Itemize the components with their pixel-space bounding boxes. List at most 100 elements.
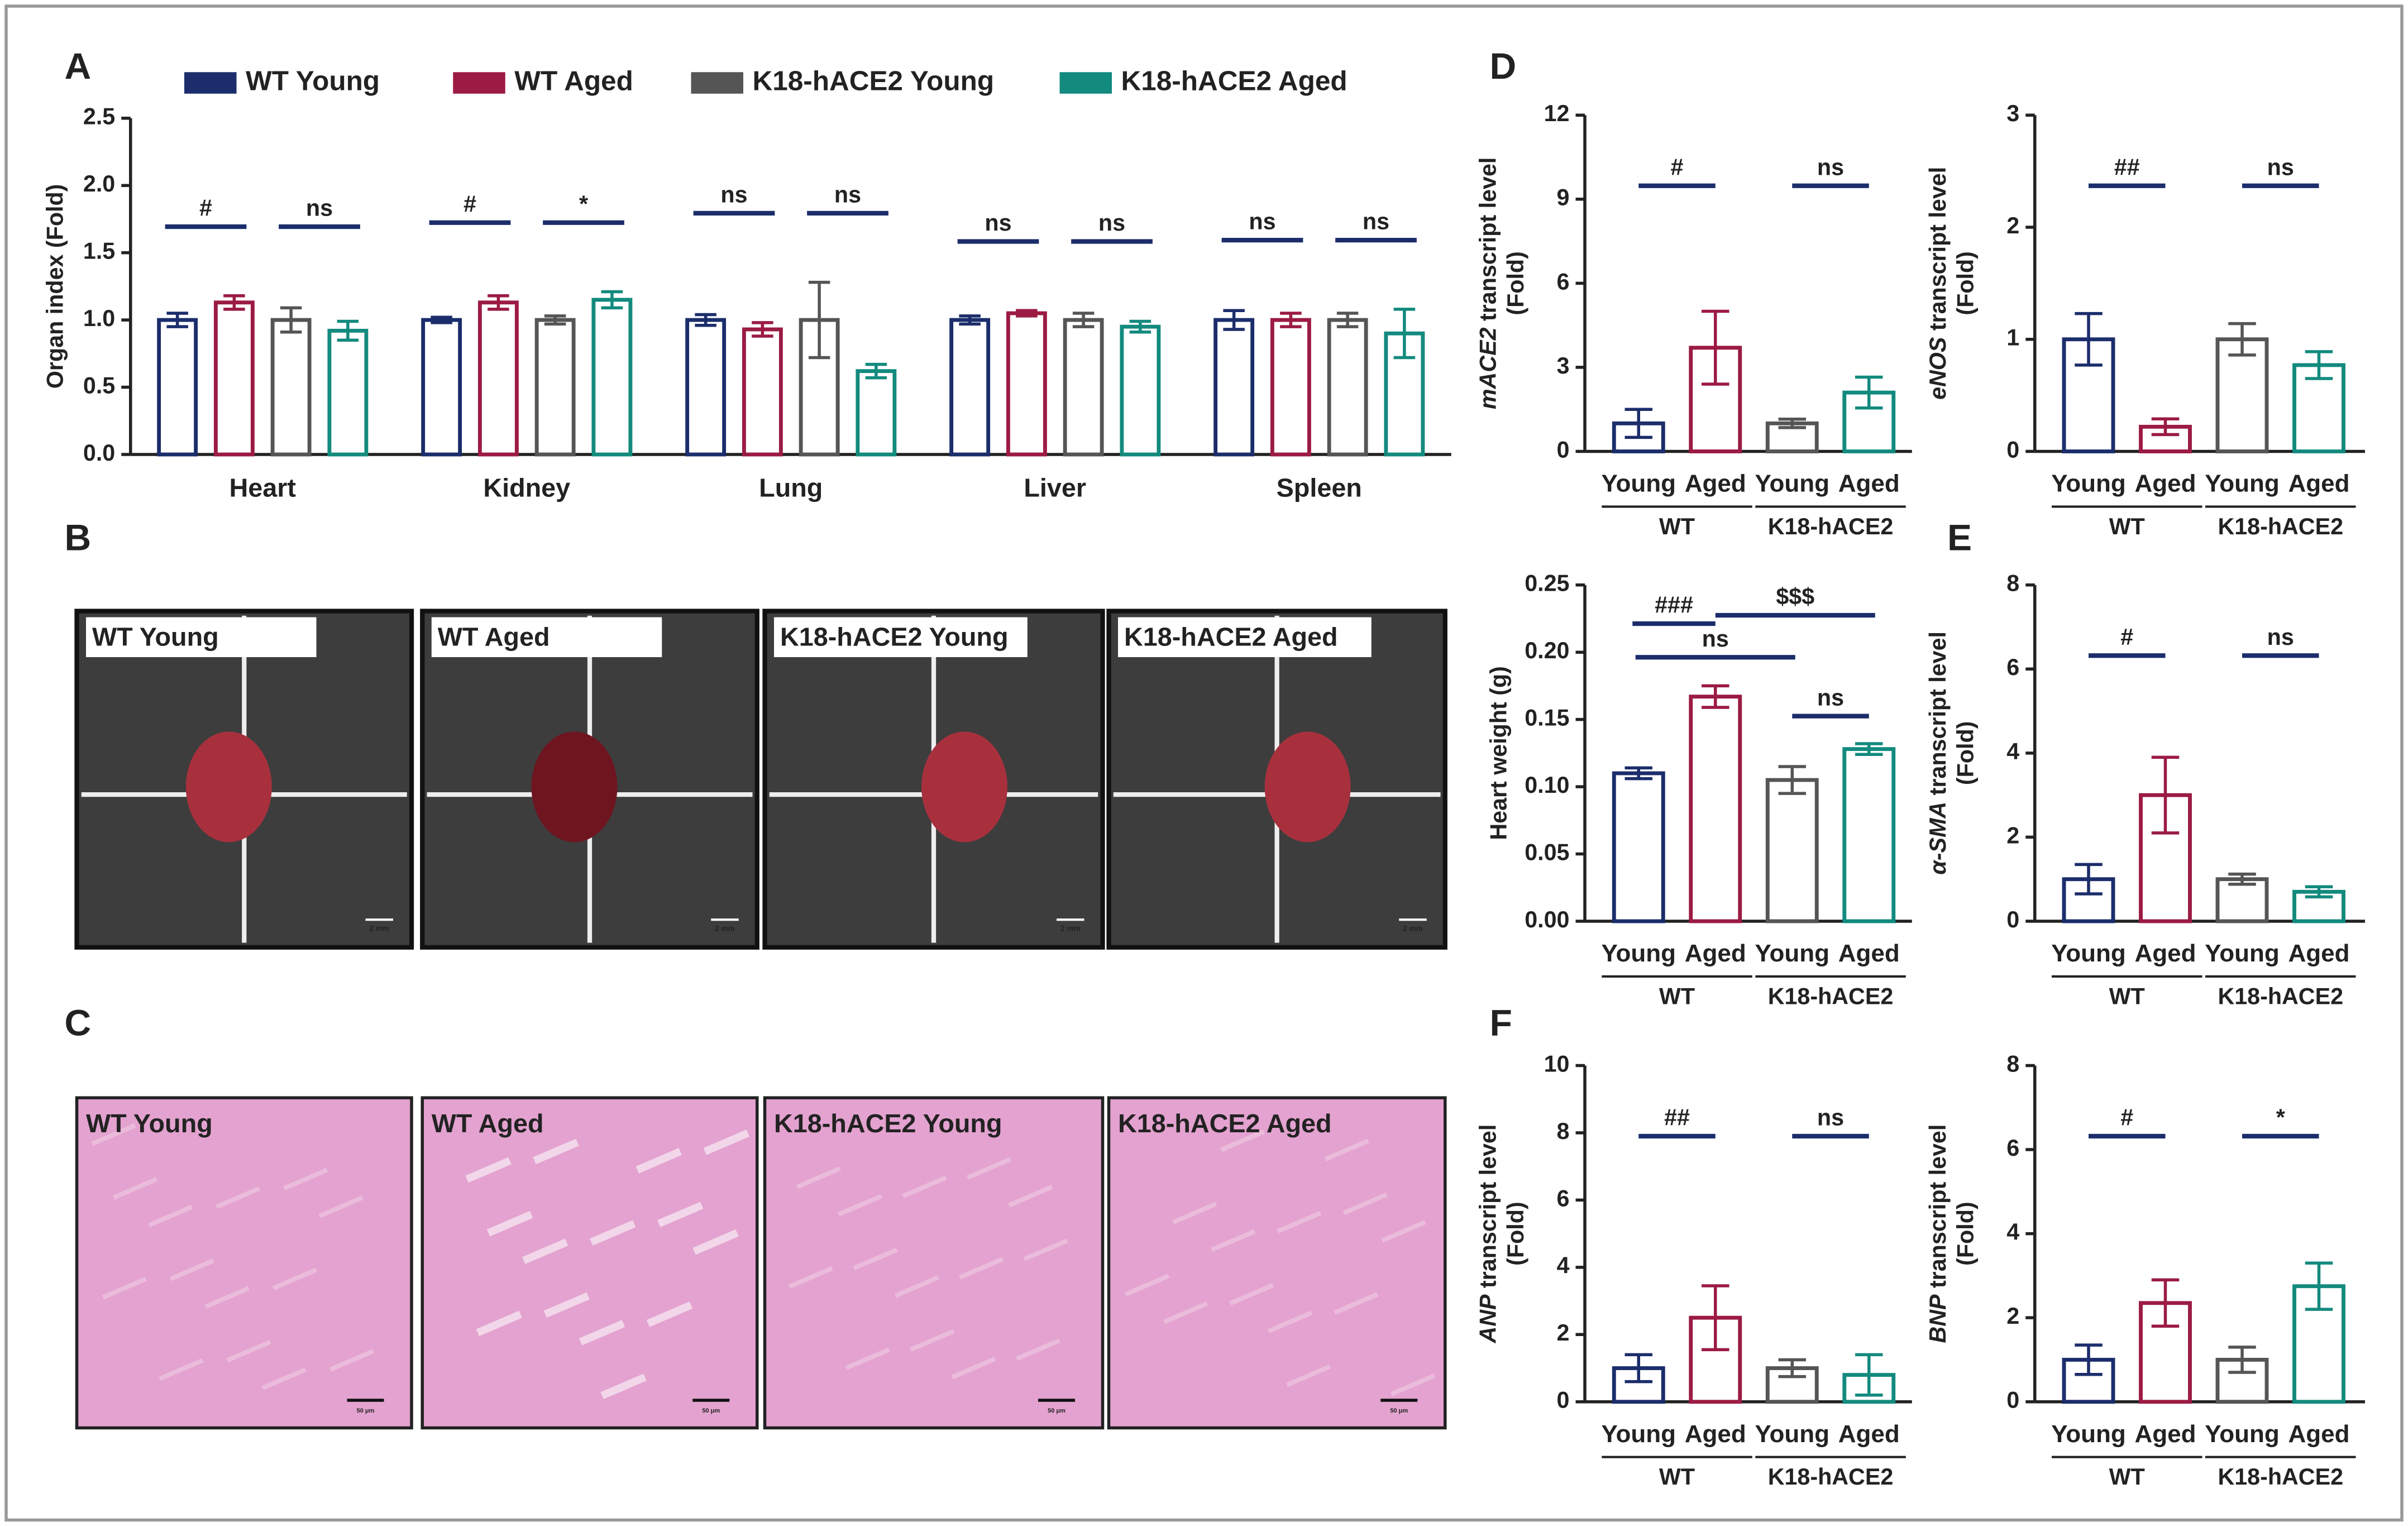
bar: [213, 300, 255, 457]
group-label: WT: [2109, 514, 2145, 539]
x-tick-label: Young: [1601, 470, 1676, 497]
y-tick-label: 0: [2006, 1387, 2019, 1413]
significance-label: ns: [306, 195, 333, 221]
scale-bar-label: 50 μm: [357, 1408, 375, 1414]
tissue-streak: [543, 1292, 590, 1318]
legend-swatch: [1059, 72, 1112, 94]
tissue-streak: [796, 1166, 841, 1189]
bar: [1842, 747, 1896, 923]
tissue-streak: [951, 1356, 996, 1380]
x-tick-label: Aged: [2288, 470, 2350, 497]
bar: [421, 318, 462, 457]
tissue-streak: [216, 1186, 261, 1209]
x-tick-label: Aged: [2288, 940, 2350, 967]
bar: [1213, 318, 1255, 457]
y-tick-label: 2: [1557, 1320, 1570, 1346]
y-axis-gene: mACE2: [1475, 327, 1501, 409]
legend-swatch: [184, 72, 237, 94]
tissue-streak: [845, 1347, 890, 1371]
tissue-streak: [522, 1238, 568, 1265]
heart-image: [1264, 731, 1351, 843]
heart-image: [185, 731, 272, 843]
tissue-streak: [1023, 1238, 1068, 1261]
y-axis-text: transcript level: [1475, 157, 1501, 328]
photo-label: K18-hACE2 Young: [780, 622, 1009, 651]
significance-label: ##: [1664, 1105, 1690, 1131]
y-axis-label: ANP transcript level: [1475, 1124, 1501, 1344]
y-tick-label: 6: [1557, 269, 1570, 294]
group-label: K18-hACE2: [2218, 983, 2343, 1009]
group-label: K18-hACE2: [2218, 1464, 2343, 1490]
group-label: WT: [1659, 514, 1695, 539]
significance-label: ns: [2267, 154, 2294, 180]
tissue-streak: [837, 1194, 883, 1217]
tissue-streak: [91, 1123, 136, 1146]
significance-label: *: [579, 191, 588, 217]
x-tick-label: Aged: [2135, 1420, 2196, 1448]
x-tick-label: Young: [2205, 1420, 2280, 1448]
scale-bar-label: 2 mm: [1060, 924, 1081, 932]
x-tick-label: Spleen: [1277, 473, 1362, 502]
histology-image: [75, 1096, 413, 1430]
y-axis-label: eNOS transcript level: [1925, 167, 1951, 400]
y-axis-text: transcript level: [1925, 631, 1951, 802]
y-tick-label: 12: [1544, 100, 1570, 126]
bar: [1270, 318, 1311, 457]
y-axis-text: transcript level: [1475, 1124, 1501, 1295]
photo-label: WT Aged: [432, 1109, 544, 1138]
y-axis-label: (Fold): [1953, 251, 1979, 315]
legend-label: K18-hACE2 Aged: [1121, 66, 1348, 97]
bar: [534, 318, 576, 457]
significance-label: ##: [2114, 154, 2140, 180]
tissue-streak: [1211, 1229, 1256, 1252]
significance-label: ns: [1817, 1105, 1844, 1131]
tissue-streak: [579, 1320, 625, 1346]
y-tick-label: 8: [1557, 1118, 1570, 1144]
legend-label: K18-hACE2 Young: [753, 66, 995, 97]
tissue-streak: [1390, 1373, 1436, 1396]
tissue-streak: [703, 1129, 749, 1155]
bar: [270, 318, 312, 457]
x-tick-label: Young: [2051, 940, 2126, 967]
y-axis-gene: ANP: [1475, 1294, 1501, 1344]
scale-bar-label: 50 μm: [1048, 1408, 1066, 1414]
photo-label-bg: [86, 617, 317, 657]
group-label: K18-hACE2: [1768, 1464, 1894, 1490]
y-tick-label: 0.15: [1525, 705, 1569, 731]
y-tick-label: 3: [2006, 100, 2019, 126]
histology-image: [1107, 1096, 1447, 1430]
y-tick-label: 4: [2006, 739, 2019, 764]
y-axis-label: Heart weight (g): [1486, 666, 1512, 840]
y-tick-label: 2: [2006, 213, 2019, 238]
tissue-streak: [853, 1247, 898, 1271]
x-tick-label: Kidney: [483, 473, 570, 502]
y-tick-label: 6: [2006, 1135, 2019, 1161]
tissue-streak: [910, 1329, 955, 1352]
y-tick-label: 1: [2006, 325, 2019, 351]
y-tick-label: 10: [1544, 1051, 1570, 1076]
x-tick-label: Aged: [1838, 470, 1900, 497]
significance-label: ns: [1249, 209, 1275, 234]
group-label: WT: [1659, 983, 1695, 1009]
tissue-streak: [692, 1229, 739, 1255]
y-tick-label: 1.5: [83, 238, 115, 264]
x-tick-label: Aged: [1838, 1420, 1900, 1448]
legend-label: WT Aged: [514, 66, 633, 97]
photo-label: K18-hACE2 Young: [774, 1109, 1002, 1138]
tissue-streak: [1163, 1301, 1208, 1324]
y-tick-label: 4: [2006, 1219, 2019, 1245]
tissue-streak: [1324, 1138, 1369, 1162]
significance-label: ns: [1817, 684, 1844, 710]
x-tick-label: Young: [2051, 470, 2126, 497]
photo-label-bg: [1118, 617, 1372, 657]
tissue-streak: [1267, 1310, 1313, 1334]
tissue-streak: [1286, 1364, 1331, 1387]
panel-letter: C: [65, 1002, 92, 1043]
legend-swatch: [453, 72, 505, 94]
bar: [2139, 1301, 2192, 1404]
y-axis-label: (Fold): [1503, 251, 1528, 315]
y-axis-gene: BNP: [1925, 1294, 1951, 1343]
photo-label: WT Young: [86, 1109, 213, 1138]
tissue-streak: [590, 1220, 636, 1246]
